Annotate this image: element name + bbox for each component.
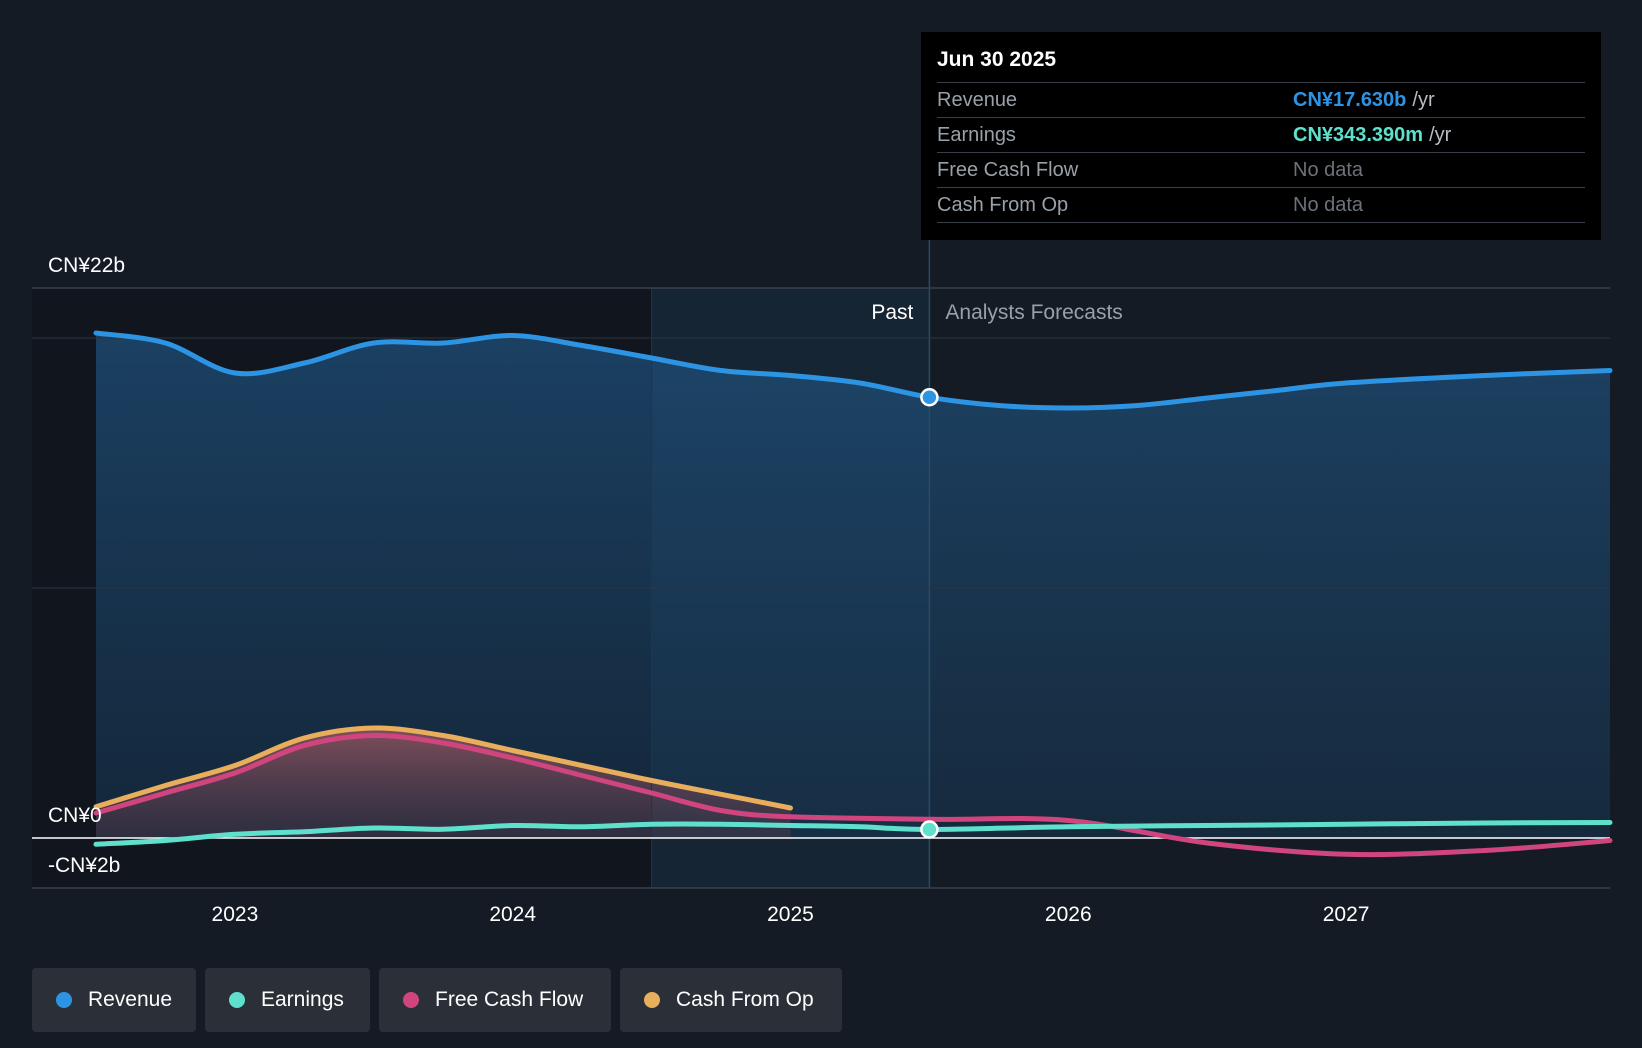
tooltip-unit: /yr — [1412, 88, 1435, 111]
tooltip-label: Earnings — [937, 123, 1016, 146]
tooltip-label: Free Cash Flow — [937, 158, 1079, 181]
legend-label: Cash From Op — [676, 988, 814, 1011]
legend-dot-icon — [403, 992, 419, 1008]
legend-item-revenue[interactable]: Revenue — [32, 968, 196, 1032]
tooltip-unit: /yr — [1429, 123, 1452, 146]
legend-dot-icon — [644, 992, 660, 1008]
cash-from-op-area — [96, 727, 791, 838]
x-tick-label: 2027 — [1323, 903, 1370, 926]
tooltip-date: Jun 30 2025 — [937, 48, 1057, 71]
free-cash-flow-line — [93, 732, 1613, 858]
y-axis-label: -CN¥2b — [48, 854, 120, 877]
legend-dot-icon — [229, 992, 245, 1008]
earnings-line — [93, 820, 1613, 847]
x-tick-label: 2023 — [212, 903, 259, 926]
tooltip-row: Earnings CN¥343.390m/yr — [937, 117, 1585, 152]
tooltip-row: Free Cash Flow No data — [937, 152, 1585, 187]
tooltip-row: Cash From Op No data — [937, 187, 1585, 223]
tooltip-label: Revenue — [937, 88, 1018, 111]
past-label: Past — [871, 301, 913, 324]
cash-from-op-line — [93, 725, 793, 811]
legend-label: Earnings — [261, 988, 344, 1011]
x-tick-label: 2026 — [1045, 903, 1092, 926]
tooltip-label: Cash From Op — [937, 193, 1069, 216]
revenue-area — [96, 333, 1610, 838]
tooltip-value: CN¥343.390m — [1293, 123, 1424, 146]
legend-dot-icon — [56, 992, 72, 1008]
legend-item-free-cash-flow[interactable]: Free Cash Flow — [379, 968, 611, 1032]
revenue-marker — [920, 388, 939, 407]
forecast-label: Analysts Forecasts — [945, 301, 1122, 324]
revenue-line — [93, 330, 1613, 411]
tooltip: Jun 30 2025 Revenue CN¥17.630b/yr Earnings… — [921, 32, 1601, 240]
legend-item-earnings[interactable]: Earnings — [205, 968, 370, 1032]
tooltip-value: No data — [1293, 158, 1364, 181]
legend-label: Revenue — [87, 988, 172, 1011]
tooltip-value: No data — [1293, 193, 1364, 216]
legend-item-cash-from-op[interactable]: Cash From Op — [620, 968, 842, 1032]
y-axis-label: CN¥0 — [48, 804, 102, 827]
tooltip-row: Revenue CN¥17.630b/yr — [937, 82, 1585, 117]
y-axis-label: CN¥22b — [48, 254, 125, 277]
x-tick-label: 2025 — [767, 903, 814, 926]
x-tick-label: 2024 — [489, 903, 536, 926]
legend: Revenue Earnings Free Cash Flow Cash From O… — [32, 968, 842, 1032]
earnings-marker — [920, 820, 939, 839]
tooltip-value: CN¥17.630b — [1293, 88, 1407, 111]
legend-label: Free Cash Flow — [435, 988, 584, 1011]
